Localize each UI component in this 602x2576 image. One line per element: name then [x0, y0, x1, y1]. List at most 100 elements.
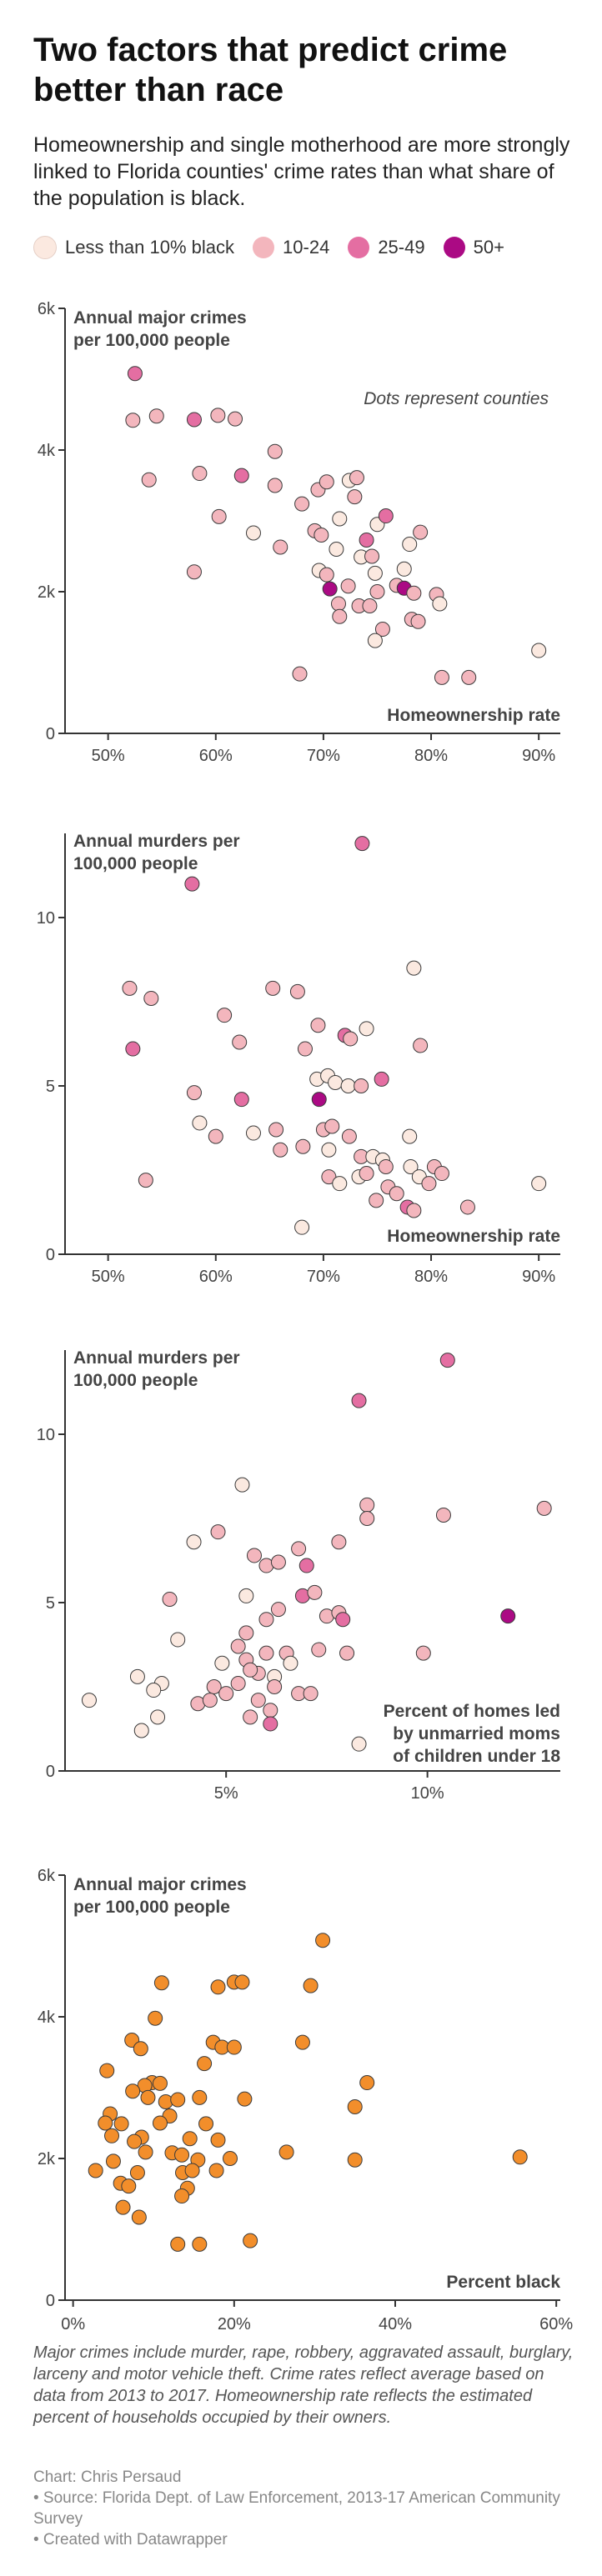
- data-point: [413, 524, 429, 540]
- data-point: [265, 980, 281, 996]
- data-point: [439, 1353, 455, 1368]
- data-point: [340, 1078, 356, 1093]
- y-tick-label: 0: [46, 1246, 55, 1264]
- data-points: [88, 1933, 528, 2252]
- data-point: [226, 2039, 242, 2055]
- y-tick-label: 4k: [38, 442, 56, 460]
- data-point: [331, 1534, 347, 1550]
- data-point: [321, 1142, 337, 1158]
- data-point: [138, 1173, 153, 1188]
- data-point: [210, 1524, 226, 1540]
- data-point: [127, 366, 143, 382]
- x-tick-label: 20%: [218, 2315, 251, 2333]
- scatter-chart-murders-vs-single-mothers: 0 5 10 5% 10% Annual murders per 100,000 peo…: [37, 1348, 561, 1803]
- data-point: [270, 1554, 286, 1570]
- data-point: [362, 598, 378, 613]
- data-point: [434, 669, 449, 685]
- data-point: [148, 408, 164, 424]
- y-axis-ticks: 0 2k 4k 6k: [38, 300, 65, 743]
- data-point: [245, 525, 261, 541]
- data-point: [339, 1645, 355, 1661]
- data-point: [378, 1158, 394, 1174]
- data-point: [303, 1686, 319, 1702]
- data-point: [131, 2209, 147, 2225]
- data-point: [206, 1679, 222, 1694]
- data-point: [364, 548, 380, 564]
- data-point: [367, 633, 383, 648]
- data-point: [307, 1584, 323, 1600]
- data-point: [406, 585, 422, 601]
- data-point: [332, 1176, 348, 1192]
- data-point: [319, 567, 334, 583]
- data-point: [263, 1703, 278, 1718]
- data-point: [174, 2147, 190, 2163]
- data-point: [389, 1186, 404, 1202]
- y-axis-label: Annual murders per 100,000 people: [73, 1348, 240, 1390]
- data-point: [270, 1602, 286, 1618]
- y-tick-label: 0: [46, 725, 55, 743]
- x-tick-label: 60%: [199, 747, 233, 765]
- legend-swatch: [348, 237, 370, 258]
- data-point: [461, 669, 477, 685]
- data-point: [192, 2236, 208, 2252]
- chart-annotation: Dots represent counties: [364, 389, 549, 408]
- data-point: [146, 1683, 162, 1698]
- data-point: [210, 2132, 226, 2148]
- legend-label: Less than 10% black: [65, 237, 235, 258]
- data-point: [127, 2133, 143, 2149]
- data-point: [186, 412, 202, 428]
- data-point: [359, 1511, 375, 1526]
- data-point: [208, 1128, 223, 1144]
- data-point: [434, 1166, 449, 1182]
- data-point: [133, 2041, 148, 2057]
- data-point: [174, 2188, 190, 2204]
- byline-tool: • Created with Datawrapper: [33, 2531, 228, 2548]
- data-point: [330, 596, 346, 612]
- data-point: [378, 508, 394, 524]
- data-point: [347, 2152, 363, 2168]
- data-point: [273, 1142, 288, 1158]
- y-tick-label: 0: [46, 2292, 55, 2310]
- legend-label: 50+: [473, 237, 504, 258]
- x-tick-label: 60%: [199, 1268, 233, 1286]
- data-point: [347, 2098, 363, 2114]
- data-point: [402, 1128, 418, 1144]
- data-point: [351, 1393, 367, 1408]
- data-point: [359, 1497, 375, 1513]
- data-point: [314, 528, 329, 543]
- data-point: [81, 1693, 97, 1708]
- data-point: [121, 2178, 137, 2194]
- data-point: [319, 474, 334, 490]
- data-point: [258, 1612, 274, 1628]
- y-axis-label: Annual murders per 100,000 people: [73, 832, 240, 873]
- data-point: [369, 584, 385, 599]
- data-point: [413, 1038, 429, 1053]
- legend-label: 25-49: [378, 237, 425, 258]
- y-axis-label: Annual major crimes per 100,000 people: [73, 1875, 247, 1917]
- data-point: [243, 2233, 258, 2248]
- data-point: [341, 1128, 357, 1144]
- data-point: [432, 596, 448, 612]
- data-point: [192, 466, 208, 482]
- data-point: [230, 1675, 246, 1691]
- chart-title: Two factors that predict crime better th…: [33, 32, 508, 108]
- data-point: [223, 2151, 238, 2166]
- data-point: [512, 2149, 528, 2165]
- y-axis-ticks: 0 5 10: [37, 909, 65, 1264]
- data-point: [122, 980, 138, 996]
- data-point: [359, 2075, 375, 2091]
- data-point: [192, 2089, 208, 2105]
- data-point: [125, 2083, 141, 2099]
- data-point: [328, 1074, 344, 1090]
- data-point: [184, 2163, 200, 2178]
- legend-item-less-than-10: Less than 10% black: [33, 236, 234, 259]
- scatter-chart-murders-vs-homeownership: 0 5 10 50% 60% 70% 80% 90% Annual murders per 1…: [37, 832, 560, 1286]
- y-tick-label: 6k: [38, 300, 56, 318]
- data-point: [297, 1041, 313, 1057]
- data-point: [170, 1632, 186, 1648]
- data-point: [238, 1625, 254, 1641]
- data-point: [184, 876, 200, 892]
- data-point: [113, 2116, 129, 2132]
- data-point: [267, 443, 283, 459]
